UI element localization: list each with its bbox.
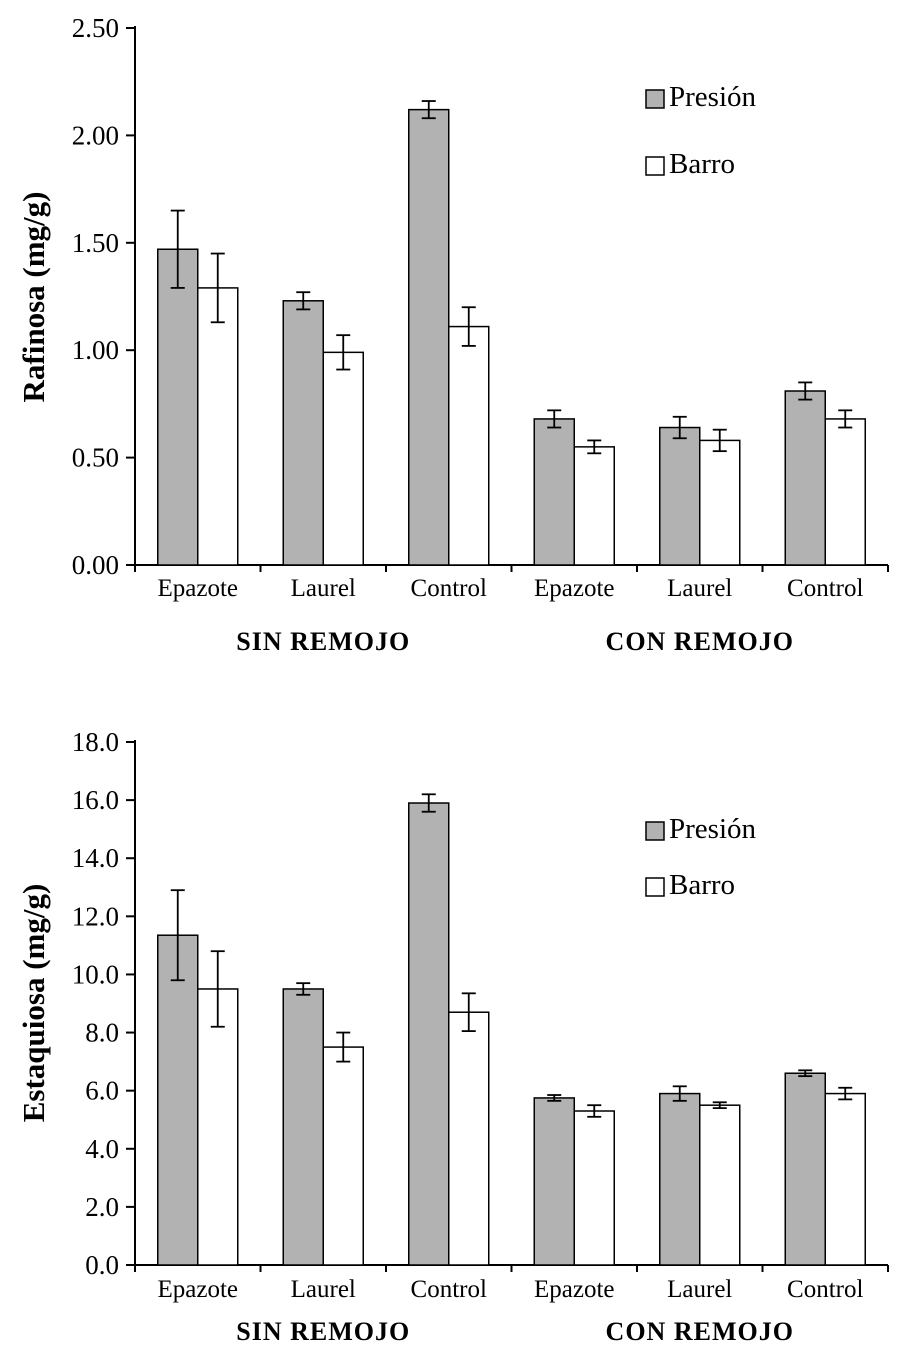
y-tick-label: 0.00	[72, 550, 119, 580]
y-tick-label: 0.0	[85, 1250, 119, 1280]
bar-presión	[282, 300, 324, 566]
category-label: Epazote	[534, 1276, 615, 1303]
chart-rafinosa: Rafinosa (mg/g) 0.00 0.50 1.00 1.50 2.00 2.50…	[16, 13, 889, 656]
bar-presión	[784, 390, 826, 566]
bar-barro	[322, 1046, 364, 1266]
bar-presión	[408, 802, 450, 1266]
category-label: Epazote	[534, 575, 615, 602]
category-label: Laurel	[667, 1276, 732, 1303]
y-tick-label: 14.0	[72, 843, 119, 873]
bar-presión	[282, 988, 324, 1266]
category-label: Control	[411, 1276, 487, 1303]
rafinosa-plot-svg: 0.00 0.50 1.00 1.50 2.00 2.50 Epazote Laurel Con…	[72, 13, 889, 656]
bar-barro	[573, 1110, 615, 1266]
category-label: Laurel	[291, 575, 356, 602]
legend-swatch-presión	[645, 821, 665, 841]
bar-barro	[699, 439, 741, 566]
bar-barro	[824, 1092, 866, 1266]
y-tick-label: 18.0	[72, 727, 119, 757]
y-tick-label: 10.0	[72, 959, 119, 989]
legend-swatch-barro	[645, 156, 665, 176]
bar-presión	[157, 248, 199, 566]
legend-swatch-presión	[645, 89, 665, 109]
y-tick-label: 2.0	[85, 1192, 119, 1222]
category-label: Epazote	[157, 575, 238, 602]
y-tick-label: 1.00	[72, 335, 119, 365]
y-tick-label: 6.0	[85, 1076, 119, 1106]
bar-barro	[322, 351, 364, 566]
bar-barro	[824, 418, 866, 566]
category-label: Laurel	[291, 1276, 356, 1303]
group-label: CON REMOJO	[606, 1317, 794, 1346]
category-label: Control	[411, 575, 487, 602]
category-label: Control	[787, 575, 863, 602]
y-tick-label: 2.50	[72, 13, 119, 43]
bar-presión	[533, 418, 575, 566]
legend-label-presión: Presión	[669, 813, 757, 845]
estaquiosa-plot-svg: 0.0 2.0 4.0 6.0 8.0 10.0 12.0 14.0 16.0 18.0 Epazo…	[72, 727, 889, 1346]
y-tick-label: 16.0	[72, 785, 119, 815]
bar-barro	[197, 287, 239, 566]
y-tick-label: 8.0	[85, 1018, 119, 1048]
bar-barro	[197, 988, 239, 1266]
bar-barro	[699, 1104, 741, 1266]
category-label: Epazote	[157, 1276, 238, 1303]
bar-barro	[448, 325, 490, 566]
bar-presión	[408, 108, 450, 566]
category-label: Control	[787, 1276, 863, 1303]
group-label: SIN REMOJO	[236, 627, 410, 656]
bar-presión	[533, 1097, 575, 1266]
bar-presión	[784, 1072, 826, 1266]
bar-barro	[573, 446, 615, 566]
y-tick-label: 2.00	[72, 120, 119, 150]
y-tick-label: 0.50	[72, 443, 119, 473]
legend-label-barro: Barro	[669, 148, 735, 180]
bar-barro	[448, 1011, 490, 1266]
category-label: Laurel	[667, 575, 732, 602]
bar-presión	[157, 934, 199, 1266]
group-label: CON REMOJO	[606, 627, 794, 656]
bar-presión	[659, 1092, 701, 1266]
y-tick-label: 12.0	[72, 901, 119, 931]
y-tick-label: 4.0	[85, 1134, 119, 1164]
y-tick-label: 1.50	[72, 228, 119, 258]
bar-presión	[659, 426, 701, 566]
group-label: SIN REMOJO	[236, 1317, 410, 1346]
chart-estaquiosa: Estaquiosa (mg/g) 0.0 2.0 4.0 6.0 8.0 10.0 12.…	[0, 690, 919, 1359]
legend-label-barro: Barro	[669, 869, 735, 901]
legend-label-presión: Presión	[669, 81, 757, 113]
legend-swatch-barro	[645, 877, 665, 897]
